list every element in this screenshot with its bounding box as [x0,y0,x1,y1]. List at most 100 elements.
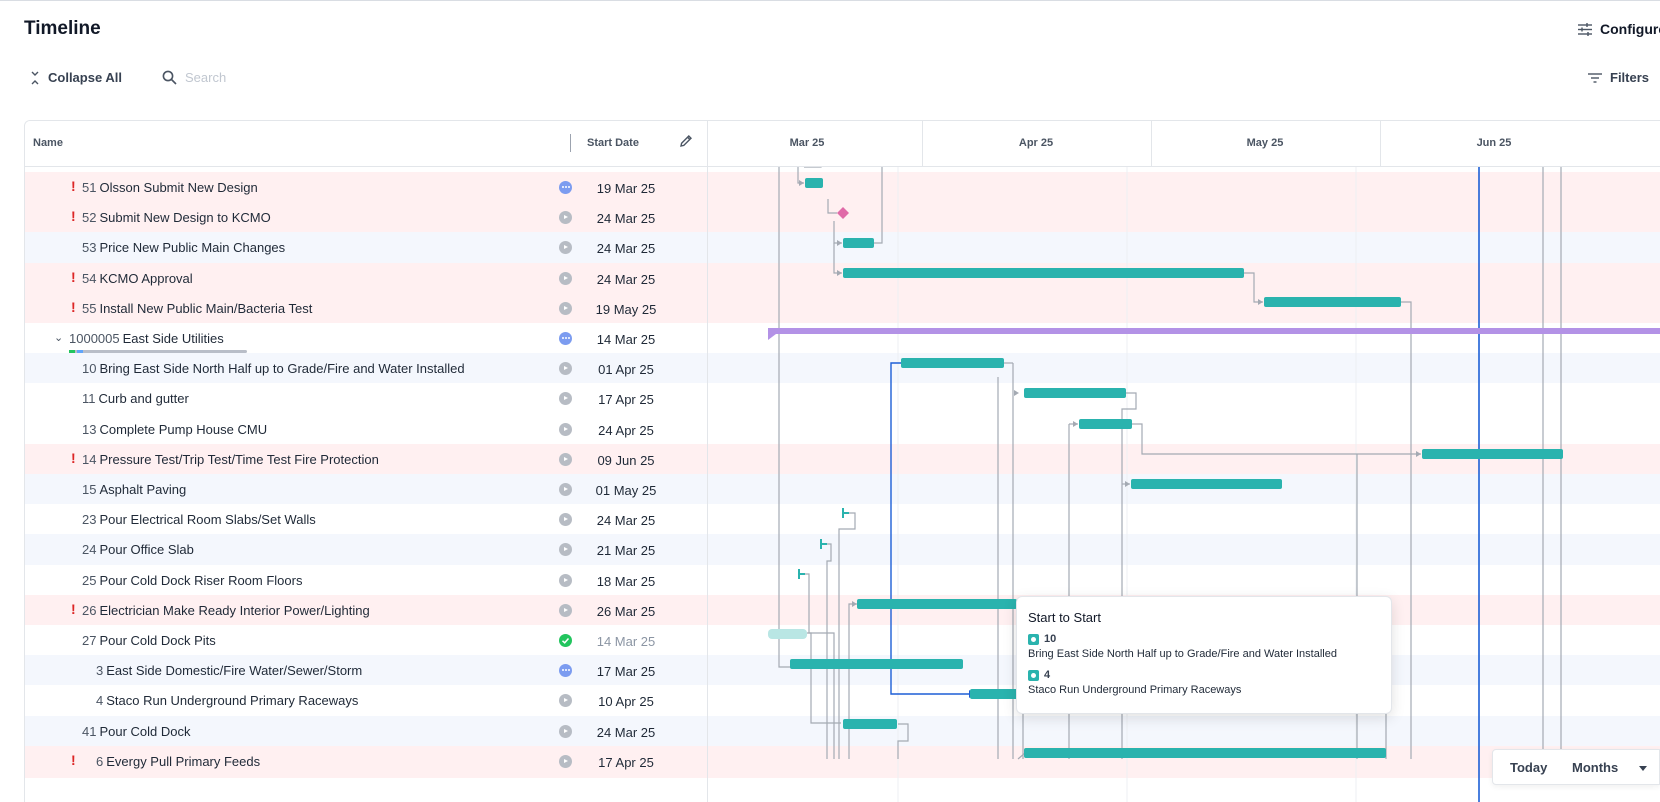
start-date[interactable]: 14 Mar 25 [596,332,656,347]
column-start-date-header[interactable]: Start Date [587,137,639,149]
table-row[interactable]: 13 Complete Pump House CMU 24 Apr 25 [25,413,1660,446]
task-name[interactable]: 1000005 East Side Utilities [69,331,224,346]
task-name[interactable]: 11 Curb and gutter [82,391,189,406]
status-grey-icon[interactable] [559,483,572,496]
task-name[interactable]: 54 KCMO Approval [82,271,193,286]
grid-divider[interactable] [707,121,708,802]
start-date[interactable]: 24 Apr 25 [598,422,654,438]
configure-button[interactable]: Configure [1578,21,1660,37]
task-name[interactable]: 23 Pour Electrical Room Slabs/Set Walls [82,512,316,527]
status-grey-icon[interactable] [559,211,572,225]
start-date[interactable]: 21 Mar 25 [596,543,656,559]
task-bar[interactable] [1264,297,1401,307]
task-name[interactable]: 53 Price New Public Main Changes [82,240,285,255]
column-resize-handle[interactable] [570,134,571,152]
task-bar[interactable] [805,178,823,188]
table-row[interactable]: ! 51 Olsson Submit New Design 19 Mar 25 [25,172,1660,204]
status-grey-icon[interactable] [559,543,572,557]
start-date[interactable]: 24 Mar 25 [596,241,656,257]
task-name[interactable]: 26 Electrician Make Ready Interior Power/… [82,603,370,618]
task-bar[interactable] [1024,748,1386,758]
start-date[interactable]: 24 Mar 25 [596,724,656,740]
table-row[interactable]: 53 Price New Public Main Changes 24 Mar 25 [25,232,1660,265]
start-date[interactable]: 19 Mar 25 [596,181,656,196]
task-name[interactable]: 13 Complete Pump House CMU [82,422,267,437]
status-grey-icon[interactable] [559,301,572,315]
status-grey-icon[interactable] [559,452,572,466]
task-name[interactable]: 27 Pour Cold Dock Pits [82,633,216,648]
task-bar[interactable] [857,599,1017,609]
search-input[interactable]: Search [162,70,226,85]
start-date[interactable]: 09 Jun 25 [597,452,655,468]
today-button[interactable]: Today [1510,760,1548,775]
start-date[interactable]: 24 Mar 25 [596,513,656,529]
status-green-icon[interactable] [559,634,572,647]
status-grey-icon[interactable] [559,724,572,738]
start-date[interactable]: 17 Mar 25 [596,664,656,680]
start-date[interactable]: 01 Apr 25 [598,362,654,378]
status-grey-icon[interactable] [559,362,572,376]
task-name[interactable]: 25 Pour Cold Dock Riser Room Floors [82,573,302,588]
collapse-all-button[interactable]: Collapse All [30,70,122,85]
status-grey-icon[interactable] [559,422,572,436]
task-bar[interactable] [1131,479,1282,489]
start-date[interactable]: 10 Apr 25 [598,694,654,710]
task-bar[interactable] [1422,449,1563,459]
chevron-down-icon[interactable]: ⌄ [54,332,64,344]
task-bar[interactable] [790,659,963,669]
table-row[interactable]: 15 Asphalt Paving 01 May 25 [25,474,1660,506]
table-row[interactable]: 24 Pour Office Slab 21 Mar 25 [25,534,1660,567]
task-name[interactable]: 41 Pour Cold Dock [82,724,191,739]
table-row[interactable]: ! 14 Pressure Test/Trip Test/Time Test Fir… [25,443,1660,476]
milestone-marker[interactable] [837,207,849,219]
task-name[interactable]: 55 Install New Public Main/Bacteria Test [82,301,312,316]
group-summary-bar[interactable] [768,328,1660,334]
task-bar[interactable] [1079,419,1132,429]
status-grey-icon[interactable] [559,271,572,285]
status-blue-icon[interactable] [559,664,572,678]
status-blue-icon[interactable] [559,332,572,345]
start-date[interactable]: 24 Mar 25 [596,271,656,287]
task-bar[interactable] [843,268,1244,278]
table-row[interactable]: 10 Bring East Side North Half up to Grade… [25,353,1660,386]
start-date[interactable]: 19 May 25 [595,301,657,317]
task-name[interactable]: 15 Asphalt Paving [82,482,186,497]
start-date[interactable]: 17 Apr 25 [598,754,654,770]
status-grey-icon[interactable] [559,392,572,406]
task-bar[interactable] [843,238,874,248]
start-date[interactable]: 01 May 25 [595,483,657,498]
table-row[interactable]: ! 54 KCMO Approval 24 Mar 25 [25,262,1660,295]
task-name[interactable]: 52 Submit New Design to KCMO [82,210,271,225]
column-name-header[interactable]: Name [33,137,63,149]
task-name[interactable]: 14 Pressure Test/Trip Test/Time Test Fire… [82,452,379,467]
status-grey-icon[interactable] [559,513,572,527]
status-grey-icon[interactable] [559,573,572,587]
status-grey-icon[interactable] [559,754,572,768]
table-row[interactable]: ! 6 Evergy Pull Primary Feeds 17 Apr 25 [25,745,1660,778]
table-row[interactable]: 25 Pour Cold Dock Riser Room Floors 18 Mar… [25,564,1660,597]
chevron-down-icon[interactable] [1639,766,1647,771]
start-date[interactable]: 24 Mar 25 [596,211,656,227]
status-grey-icon[interactable] [559,241,572,255]
task-name[interactable]: 24 Pour Office Slab [82,542,194,557]
table-row[interactable]: 41 Pour Cold Dock 24 Mar 25 [25,715,1660,748]
filters-button[interactable]: Filters [1588,70,1649,85]
start-date[interactable]: 14 Mar 25 [596,634,656,649]
task-name[interactable]: 4 Staco Run Underground Primary Raceways [96,693,358,708]
edit-columns-button[interactable] [679,134,693,153]
task-name[interactable]: 51 Olsson Submit New Design [82,180,258,195]
scale-select[interactable]: Months [1572,760,1619,775]
status-grey-icon[interactable] [559,694,572,708]
table-row[interactable]: 11 Curb and gutter 17 Apr 25 [25,383,1660,416]
start-date[interactable]: 17 Apr 25 [598,392,654,408]
task-name[interactable]: 3 East Side Domestic/Fire Water/Sewer/Sto… [96,663,362,678]
task-name[interactable]: 10 Bring East Side North Half up to Grade… [82,361,465,376]
start-date[interactable]: 26 Mar 25 [596,603,656,619]
completed-task-bar[interactable] [768,629,807,639]
task-bar[interactable] [843,719,897,729]
status-blue-icon[interactable] [559,181,572,194]
task-bar[interactable] [1024,388,1126,398]
task-name[interactable]: 6 Evergy Pull Primary Feeds [96,754,260,769]
task-bar[interactable] [970,689,1019,699]
status-grey-icon[interactable] [559,603,572,617]
